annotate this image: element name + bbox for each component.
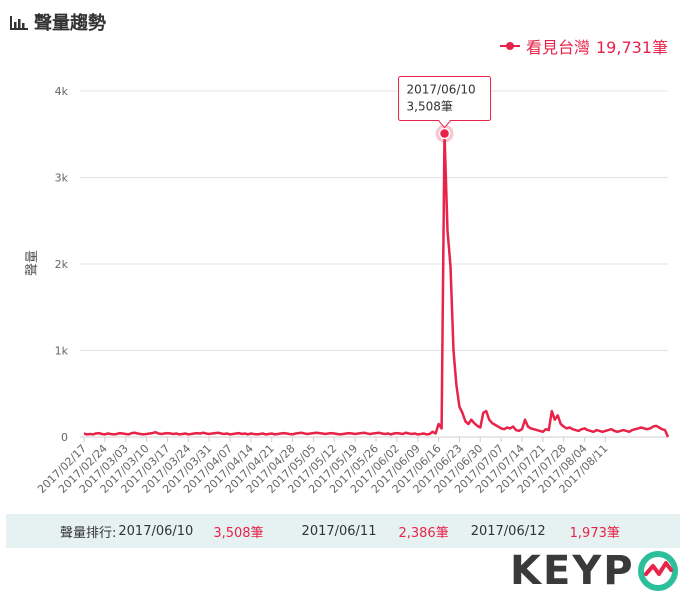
keypo-logo: KEYP: [510, 548, 679, 594]
ranking-value-1: 3,508筆: [213, 525, 264, 541]
line-chart: 0 1k 2k 3k 4k 聲量 2017/02/172017/02/242017/03…: [24, 76, 670, 496]
ranking-value-3: 1,973筆: [569, 525, 620, 541]
bar-chart-icon: [10, 16, 28, 30]
y-axis-label: 聲量: [24, 250, 40, 276]
y-tick-label: 0: [61, 431, 68, 444]
peak-data-point[interactable]: [438, 127, 451, 140]
x-axis-ticks: 2017/02/172017/02/242017/03/032017/03/10…: [35, 437, 611, 496]
ranking-date-2: 2017/06/11: [301, 523, 377, 539]
series-layer: [83, 132, 670, 438]
y-tick-label: 2k: [55, 258, 69, 271]
keypo-logo-text: KEYP: [510, 548, 635, 594]
chart-legend[interactable]: 看見台灣 19,731筆: [499, 34, 668, 58]
y-tick-label: 1k: [55, 345, 69, 358]
ranking-value-2: 2,386筆: [398, 525, 449, 541]
y-tick-label: 3k: [55, 172, 69, 185]
keypo-o-icon: [637, 551, 678, 591]
panel-header: 聲量趨勢: [10, 9, 106, 35]
ranking-bar: 聲量排行: 2017/06/10 3,508筆 2017/06/11 2,386…: [6, 514, 680, 548]
tooltip-pointer: [438, 120, 451, 129]
legend-series-total: 19,731筆: [596, 38, 668, 57]
legend-marker-icon: [499, 42, 520, 50]
panel-title: 聲量趨勢: [34, 13, 106, 34]
y-axis-ticks: 0 1k 2k 3k 4k: [55, 85, 69, 444]
legend-series-name: 看見台灣: [525, 38, 590, 57]
grid-lines: [80, 90, 668, 438]
ranking-label: 聲量排行:: [60, 525, 117, 541]
tooltip-date: 2017/06/10: [407, 83, 476, 97]
tooltip: 2017/06/10 3,508筆: [398, 76, 492, 143]
ranking-date-3: 2017/06/12: [470, 523, 546, 539]
tooltip-value: 3,508筆: [407, 100, 453, 114]
ranking-date-1: 2017/06/10: [118, 523, 194, 539]
series-line-看見台灣[interactable]: [83, 132, 670, 438]
y-tick-label: 4k: [55, 85, 69, 98]
